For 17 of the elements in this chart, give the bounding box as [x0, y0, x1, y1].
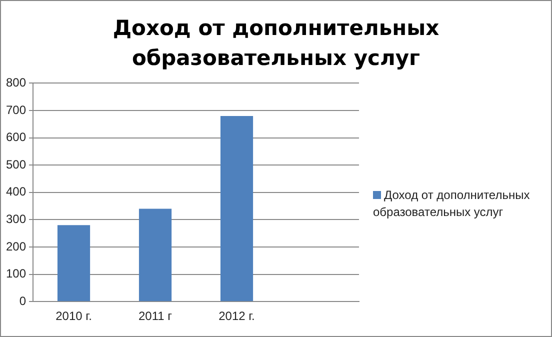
- y-tick-label: 200: [6, 239, 26, 254]
- y-tick-label: 800: [6, 76, 26, 90]
- y-tick-label: 100: [6, 266, 26, 281]
- bar: [57, 225, 90, 302]
- y-tick-label: 600: [6, 130, 26, 144]
- y-tick-label: 500: [6, 157, 26, 172]
- x-tick-label: 2012 г.: [218, 309, 255, 324]
- chart-title: Доход от дополнительных образовательных услуг: [112, 15, 440, 72]
- x-tick-label: 2011 г: [138, 309, 173, 324]
- y-tick-label: 0: [19, 294, 26, 308]
- y-tick-label: 400: [6, 184, 26, 199]
- bar: [220, 116, 254, 302]
- y-tick-label: 700: [6, 102, 26, 117]
- y-tick-label: 300: [6, 212, 26, 226]
- x-tick-label: 2010 г.: [56, 309, 92, 324]
- bar: [138, 208, 172, 302]
- legend-label: Доход от дополнительных образовательных услуг: [373, 187, 531, 221]
